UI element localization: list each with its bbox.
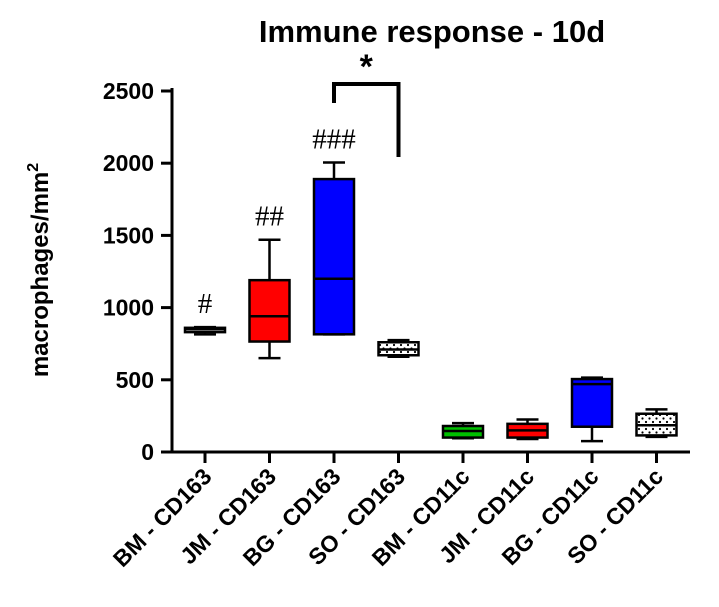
y-tick-label: 500 xyxy=(116,367,154,393)
box-body xyxy=(570,377,614,428)
box-6 xyxy=(570,376,614,443)
box-7 xyxy=(635,408,678,439)
y-axis-ticks: 0 500 1000 1500 2000 2500 xyxy=(103,78,172,465)
chart-title: Immune response - 10d xyxy=(259,14,605,49)
y-tick-label: 1500 xyxy=(103,222,154,248)
bracket-line xyxy=(332,82,401,157)
boxes-group: ###### xyxy=(183,123,678,443)
box-3 xyxy=(377,338,420,358)
y-tick-label: 1000 xyxy=(103,295,154,321)
y-axis-label-superscript: 2 xyxy=(25,163,42,172)
significance-annotation: ## xyxy=(255,201,284,233)
box-5 xyxy=(506,418,549,441)
box-4 xyxy=(441,421,485,440)
significance-star: * xyxy=(360,48,374,86)
significance-annotation: ### xyxy=(312,123,356,155)
y-axis-label: macrophages/mm2 xyxy=(25,163,54,377)
box-body xyxy=(312,177,356,336)
box-body xyxy=(248,278,291,343)
significance-bracket: * xyxy=(332,48,401,157)
y-axis-label-text: macrophages/mm xyxy=(27,172,54,377)
y-tick-label: 2500 xyxy=(103,78,154,104)
box-0: # xyxy=(183,288,227,336)
box-2: ### xyxy=(312,123,356,336)
y-tick-label: 0 xyxy=(141,439,154,465)
box-1: ## xyxy=(248,201,291,360)
significance-annotation: # xyxy=(198,288,213,320)
y-tick-label: 2000 xyxy=(103,150,154,176)
